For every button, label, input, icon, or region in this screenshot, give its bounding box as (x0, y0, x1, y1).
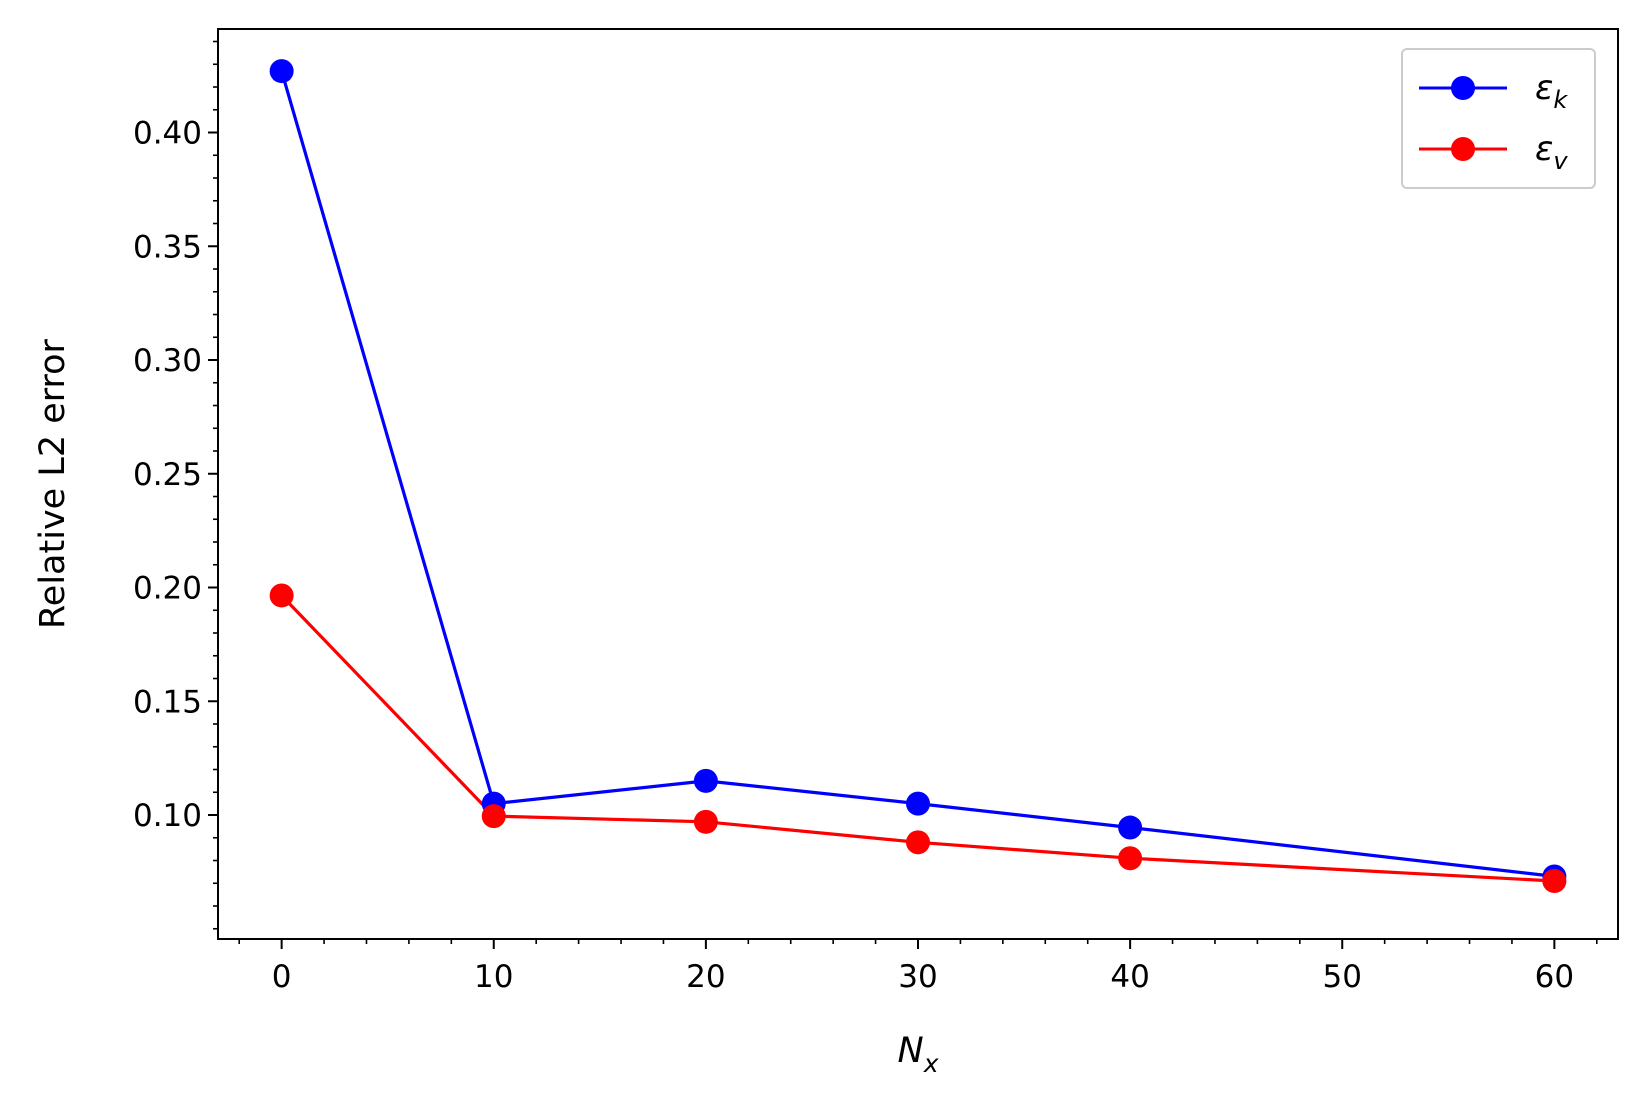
x-tick-label: 50 (1323, 959, 1362, 995)
legend-label-0-main: ε (1535, 68, 1553, 108)
y-tick-label: 0.20 (133, 571, 202, 607)
legend-label-1-sub: v (1553, 147, 1568, 175)
plot-frame (217, 28, 1619, 940)
y-tick-label: 0.15 (133, 684, 202, 720)
series-line-v (280, 594, 1555, 883)
x-tick-label: 10 (474, 959, 513, 995)
data-point-v (269, 583, 294, 608)
data-point-v (906, 830, 930, 855)
legend-marker-1 (1451, 137, 1475, 161)
legend-label-1-main: ε (1535, 129, 1553, 169)
data-point-v (1542, 868, 1567, 893)
data-point-k (269, 59, 294, 84)
y-tick-label: 0.25 (133, 457, 202, 493)
legend: εk εv (1401, 48, 1596, 189)
data-point-k (1118, 815, 1143, 840)
y-axis-label: Relative L2 error (33, 338, 73, 629)
data-point-v (1118, 846, 1143, 871)
x-tick-label: 0 (272, 959, 292, 995)
y-tick-label: 0.35 (133, 229, 202, 265)
x-tick-label: 30 (898, 959, 937, 995)
x-tick-label: 20 (686, 959, 725, 995)
x-axis-label-sub: x (923, 1049, 939, 1078)
x-axis-label: Nx (898, 1031, 939, 1078)
x-tick-label: 60 (1535, 959, 1574, 995)
legend-marker-0 (1451, 76, 1475, 100)
legend-label-1: εv (1535, 129, 1568, 175)
x-axis-label-main: N (898, 1031, 924, 1071)
data-point-k (693, 768, 718, 793)
series-line-k (280, 70, 1555, 878)
y-tick-label: 0.10 (133, 798, 202, 834)
legend-label-0-sub: k (1553, 86, 1568, 114)
y-tick-label: 0.40 (133, 116, 202, 152)
legend-box (1401, 48, 1596, 189)
ticks-layer: 0 10 20 30 40 50 60 0.10 0.15 0.20 0.25 0.30 0.35 0.4… (133, 40, 1598, 995)
data-point-v (693, 809, 718, 834)
data-point-v (481, 804, 506, 829)
x-tick-label: 40 (1110, 959, 1149, 995)
data-point-k (906, 791, 930, 816)
y-tick-label: 0.30 (133, 343, 202, 379)
series-layer (269, 59, 1567, 893)
legend-label-0: εk (1535, 68, 1568, 114)
